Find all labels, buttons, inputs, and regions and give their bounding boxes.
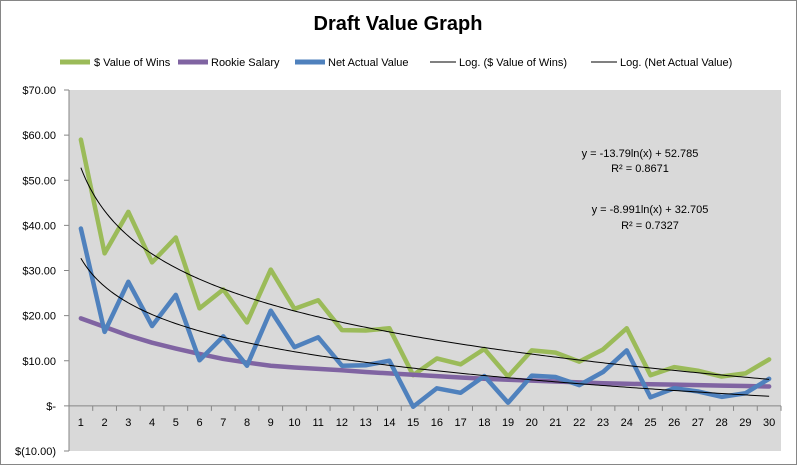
x-tick-label: 26 [668,417,680,429]
x-tick-label: 25 [644,417,656,429]
x-tick-label: 11 [312,417,323,429]
x-tick-label: 27 [692,417,704,429]
legend-label-log-value-of-wins: Log. ($ Value of Wins) [459,57,567,69]
x-tick-label: 17 [454,417,466,429]
x-tick-label: 20 [526,417,538,429]
x-tick-label: 28 [716,417,728,429]
x-axis: 1 2 3 4 5 6 7 8 9 10 11 12 13 14 15 16 17 18 19 20 21 22 23 24 2… [68,405,782,429]
chart-title: Draft Value Graph [314,13,483,35]
y-tick-label: $10.00 [22,356,56,368]
trendline-1 [80,258,770,397]
x-tick-label: 30 [763,417,775,429]
y-tick-label: $- [46,401,56,413]
equation-log-value-of-wins: y = -13.79ln(x) + 52.785 R² = 0.8671 [582,148,699,175]
x-tick-label: 22 [573,417,585,429]
trendline-0 [80,167,770,380]
series-line-0 [78,137,772,379]
legend: $ Value of Wins Rookie Salary Net Actual… [60,57,732,69]
r-squared-text-value-of-wins: R² = 0.8671 [611,163,669,175]
x-tick-label: 15 [407,417,419,429]
y-tick-label: $40.00 [22,220,56,232]
y-tick-label: $60.00 [22,130,56,142]
legend-item-log-value-of-wins[interactable]: Log. ($ Value of Wins) [430,57,567,69]
legend-label-value-of-wins: $ Value of Wins [94,57,171,69]
x-tick-label: 5 [173,417,179,429]
x-tick-label: 8 [244,417,250,429]
x-tick-label: 3 [125,417,131,429]
y-tick-label: $30.00 [22,266,56,278]
x-tick-label: 1 [78,417,84,429]
x-tick-label: 4 [149,417,155,429]
y-tick-label: $50.00 [22,175,56,187]
x-tick-label: 2 [102,417,108,429]
x-tick-label: 19 [502,417,514,429]
x-tick-label: 29 [739,417,751,429]
equation-text-net-actual-value: y = -8.991ln(x) + 32.705 [592,204,709,216]
r-squared-text-net-actual-value: R² = 0.7327 [621,220,679,232]
x-tick-label: 10 [288,417,300,429]
x-tick-label: 7 [220,417,226,429]
legend-label-rookie-salary: Rookie Salary [211,57,280,69]
equation-log-net-actual-value: y = -8.991ln(x) + 32.705 R² = 0.7327 [592,204,709,232]
x-tick-label: 14 [383,417,395,429]
series-line-2 [78,226,772,410]
legend-item-rookie-salary[interactable]: Rookie Salary [178,57,280,69]
legend-item-value-of-wins[interactable]: $ Value of Wins [60,57,171,69]
legend-item-log-net-actual-value[interactable]: Log. (Net Actual Value) [591,57,732,69]
series-lines [78,137,772,410]
legend-label-log-net-actual-value: Log. (Net Actual Value) [620,57,732,69]
x-tick-label: 9 [268,417,274,429]
y-tick-label: $(10.00) [15,446,56,458]
x-tick-label: 6 [196,417,202,429]
legend-item-net-actual-value[interactable]: Net Actual Value [295,57,409,69]
y-tick-label: $70.00 [22,85,56,97]
x-tick-label: 23 [597,417,609,429]
trendlines [80,167,770,397]
x-tick-label: 12 [336,417,348,429]
equation-text-value-of-wins: y = -13.79ln(x) + 52.785 [582,148,699,160]
x-tick-label: 24 [621,417,633,429]
x-tick-label: 13 [360,417,372,429]
x-tick-label: 21 [549,417,561,429]
y-axis: $70.00 $60.00 $50.00 $40.00 $30.00 $20.00 $10.… [15,85,70,458]
x-tick-label: 18 [478,417,490,429]
legend-label-net-actual-value: Net Actual Value [328,57,409,69]
x-tick-label: 16 [431,417,443,429]
y-tick-label: $20.00 [22,311,56,323]
